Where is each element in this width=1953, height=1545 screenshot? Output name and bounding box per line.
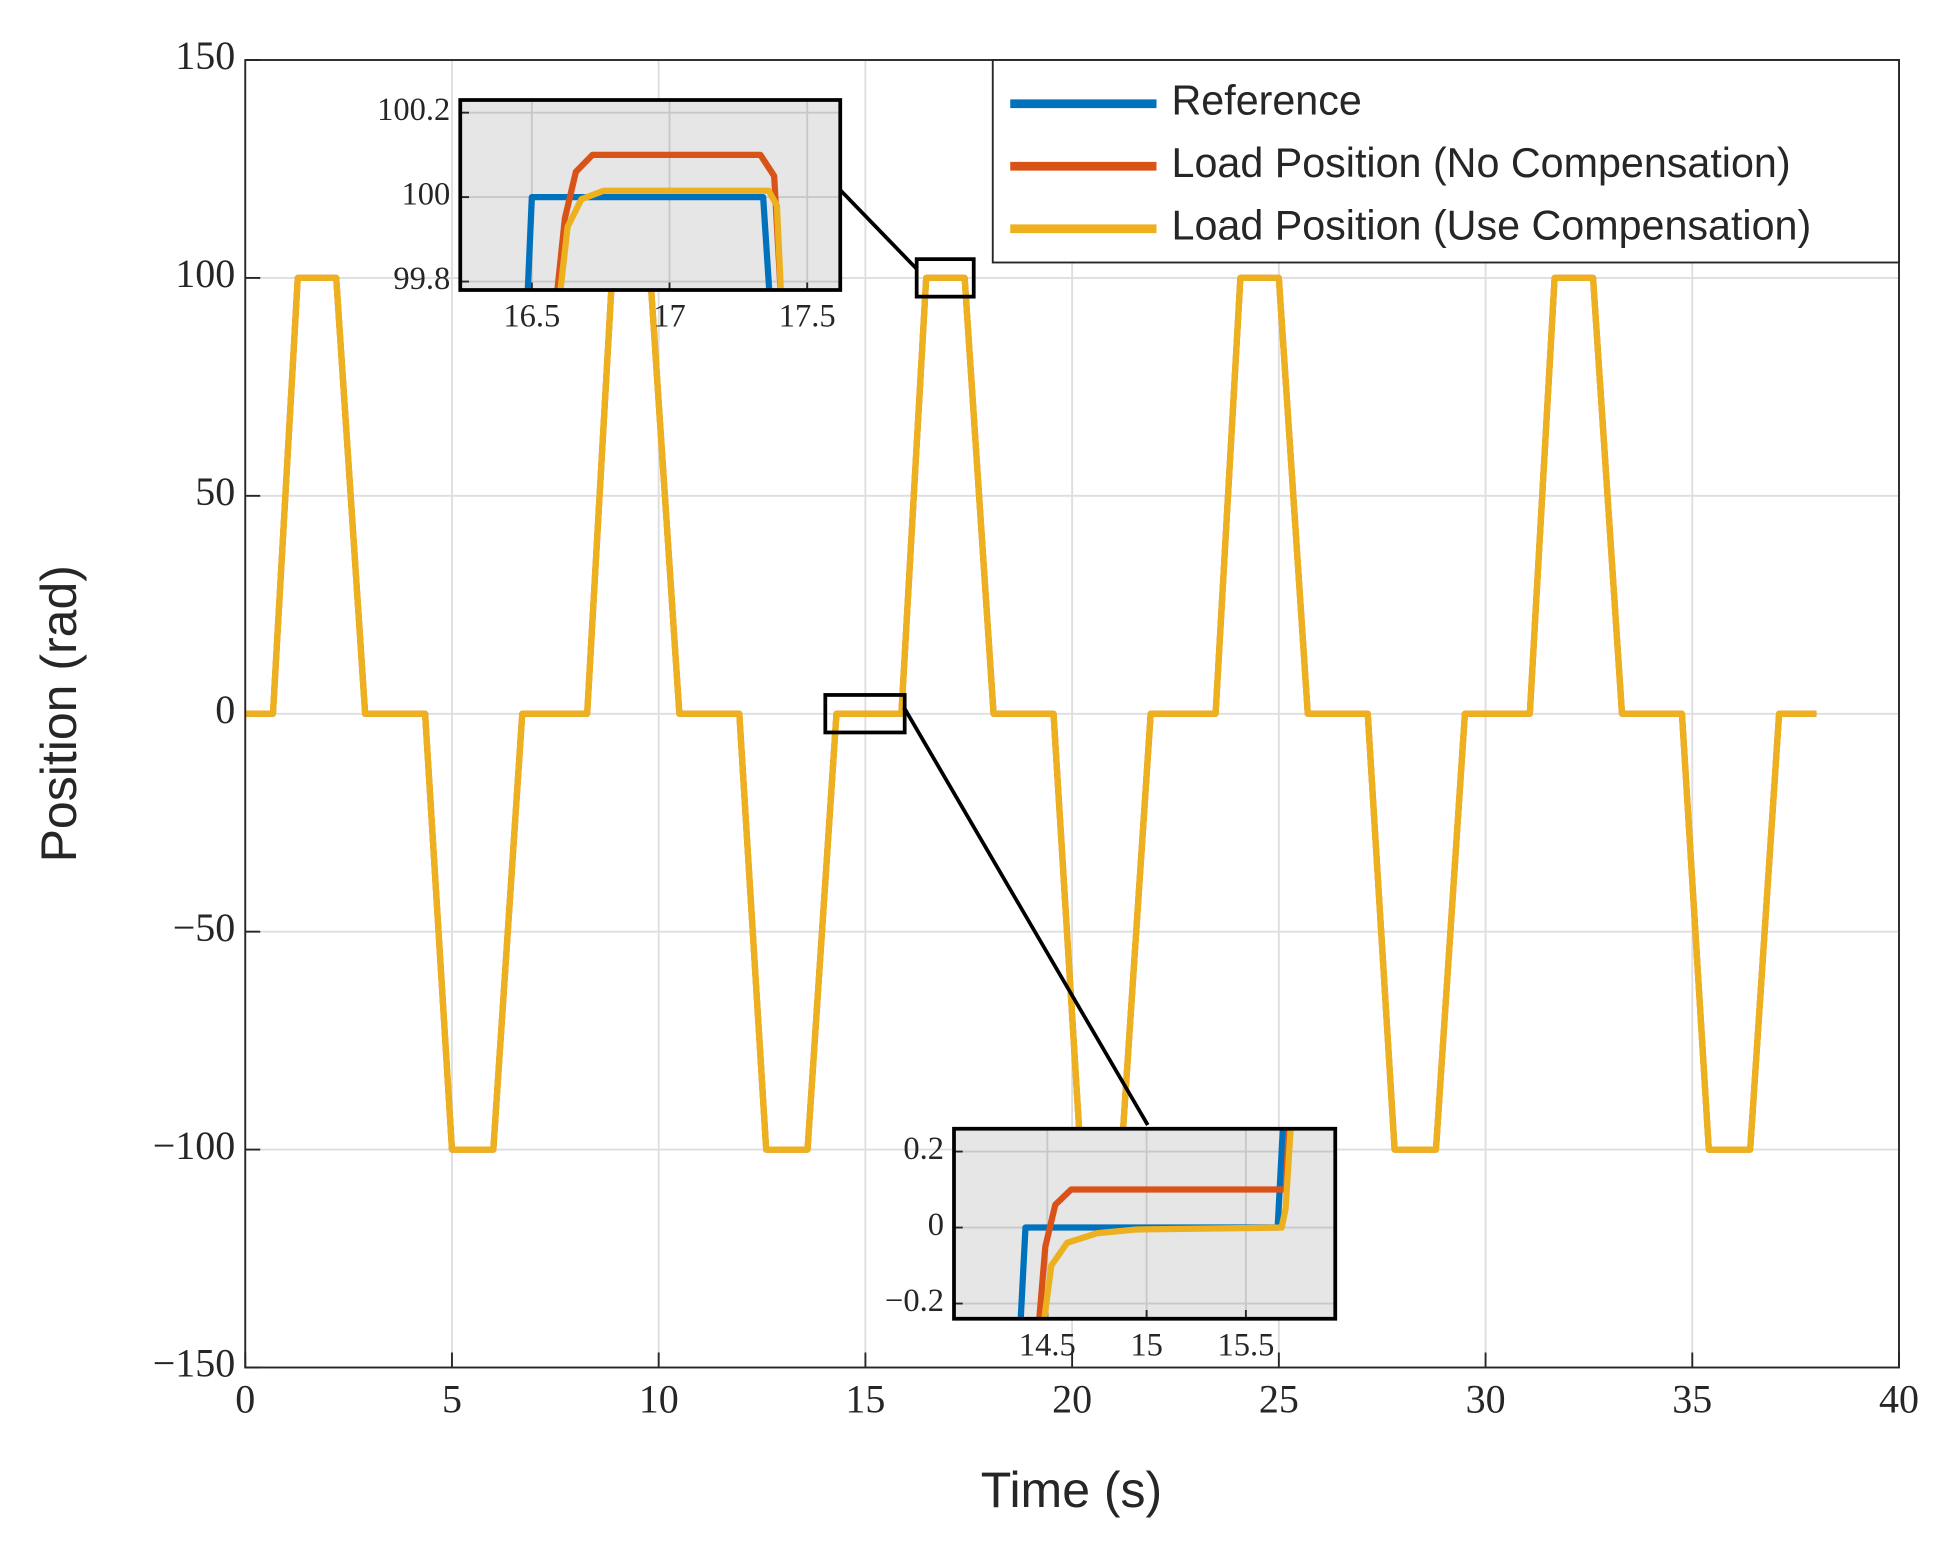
y-tick-label: 100 [175,251,235,296]
legend-label: Reference [1172,78,1362,124]
y-tick-label: 100 [402,177,451,213]
plot-area [954,1128,1336,1319]
x-tick-label: 16.5 [503,299,560,335]
x-tick-label: 40 [1879,1377,1919,1422]
plot-border [458,98,843,292]
x-tick-label: 10 [639,1377,679,1422]
y-tick-label: 99.8 [393,261,450,297]
zoom-box [823,693,907,735]
x-tick-label: 15.5 [1217,1327,1274,1363]
y-tick-label: 0.2 [903,1131,944,1167]
y-tick-label: 0 [215,687,235,732]
x-tick-label: 0 [235,1377,255,1422]
x-tick-label: 15 [1130,1327,1163,1363]
zoom-connector [838,188,918,271]
y-tick-label: −100 [153,1123,236,1168]
plot-border [952,1126,1338,1321]
x-tick-label: 25 [1259,1377,1299,1422]
x-tick-label: 5 [442,1377,462,1422]
y-axis-label: Position (rad) [31,565,87,862]
x-tick-label: 35 [1672,1377,1712,1422]
data-line [554,151,784,290]
y-tick-label: 0 [928,1207,944,1243]
legend-label: Load Position (No Compensation) [1172,140,1791,186]
y-tick-label: 50 [195,469,235,514]
data-line [557,187,784,290]
y-tick-label: −50 [173,905,236,950]
y-tick-label: −150 [153,1341,236,1386]
x-tick-label: 17.5 [779,299,836,335]
y-tick-label: 100.2 [377,92,450,128]
y-tick-label: 150 [175,33,235,78]
x-axis-label: Time (s) [981,1462,1162,1518]
x-tick-label: 30 [1466,1377,1506,1422]
data-line [524,193,773,290]
x-tick-label: 17 [653,299,686,335]
zoom-connector [902,706,1150,1126]
legend-label: Load Position (Use Compensation) [1172,203,1812,249]
data-line [1041,1128,1294,1319]
x-tick-label: 14.5 [1019,1327,1076,1363]
data-line [245,274,1817,1153]
y-tick-label: −0.2 [885,1283,944,1319]
x-tick-label: 20 [1052,1377,1092,1422]
x-tick-label: 15 [845,1377,885,1422]
zoom-box [914,257,976,299]
